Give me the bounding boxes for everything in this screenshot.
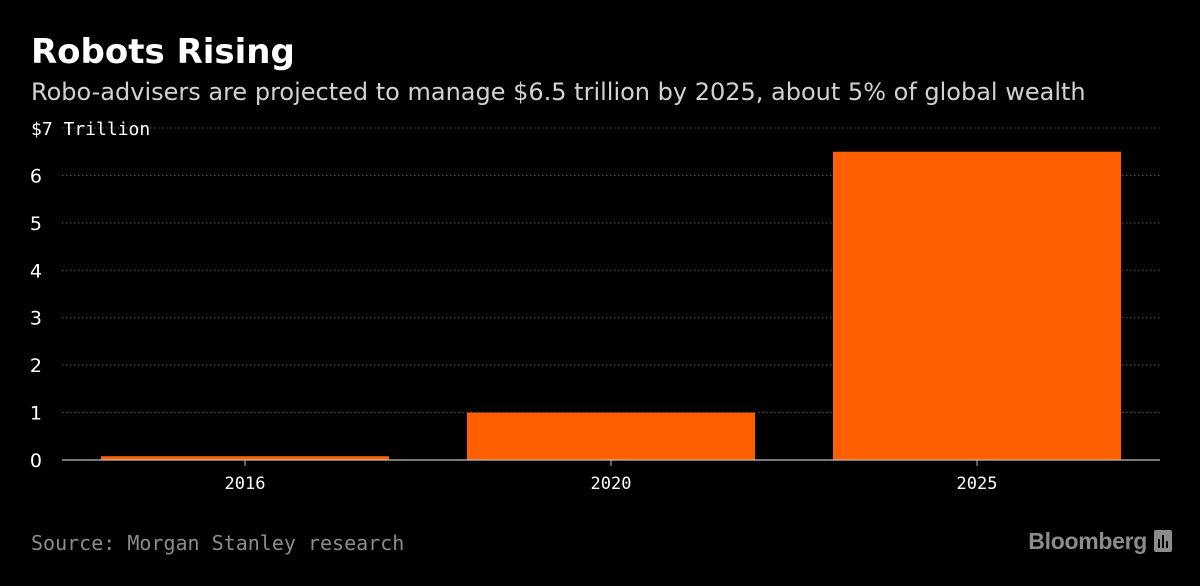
y-tick-label-2: 2 xyxy=(30,355,42,377)
y-axis-unit-label: $7 Trillion xyxy=(31,119,150,140)
y-tick-label-6: 6 xyxy=(30,165,42,187)
chart-title: Robots Rising xyxy=(31,32,295,72)
chart-subtitle: Robo-advisers are projected to manage $6… xyxy=(31,78,1086,106)
source-note: Source: Morgan Stanley research xyxy=(31,531,405,555)
y-tick-label-3: 3 xyxy=(30,308,42,330)
y-tick-label-1: 1 xyxy=(30,403,42,425)
bar-2020 xyxy=(467,412,755,460)
x-tick-label-2016: 2016 xyxy=(225,474,266,494)
y-tick-label-4: 4 xyxy=(30,260,42,282)
brand-name: Bloomberg xyxy=(1028,528,1147,554)
bloomberg-terminal-icon xyxy=(1154,530,1172,552)
y-tick-label-5: 5 xyxy=(30,213,42,235)
bloomberg-logo: Bloomberg xyxy=(1028,526,1172,556)
bar-2016 xyxy=(101,456,389,460)
y-tick-label-0: 0 xyxy=(30,450,42,472)
x-tick-label-2025: 2025 xyxy=(957,474,998,494)
x-tick-label-2020: 2020 xyxy=(591,474,632,494)
bar-2025 xyxy=(833,151,1121,460)
